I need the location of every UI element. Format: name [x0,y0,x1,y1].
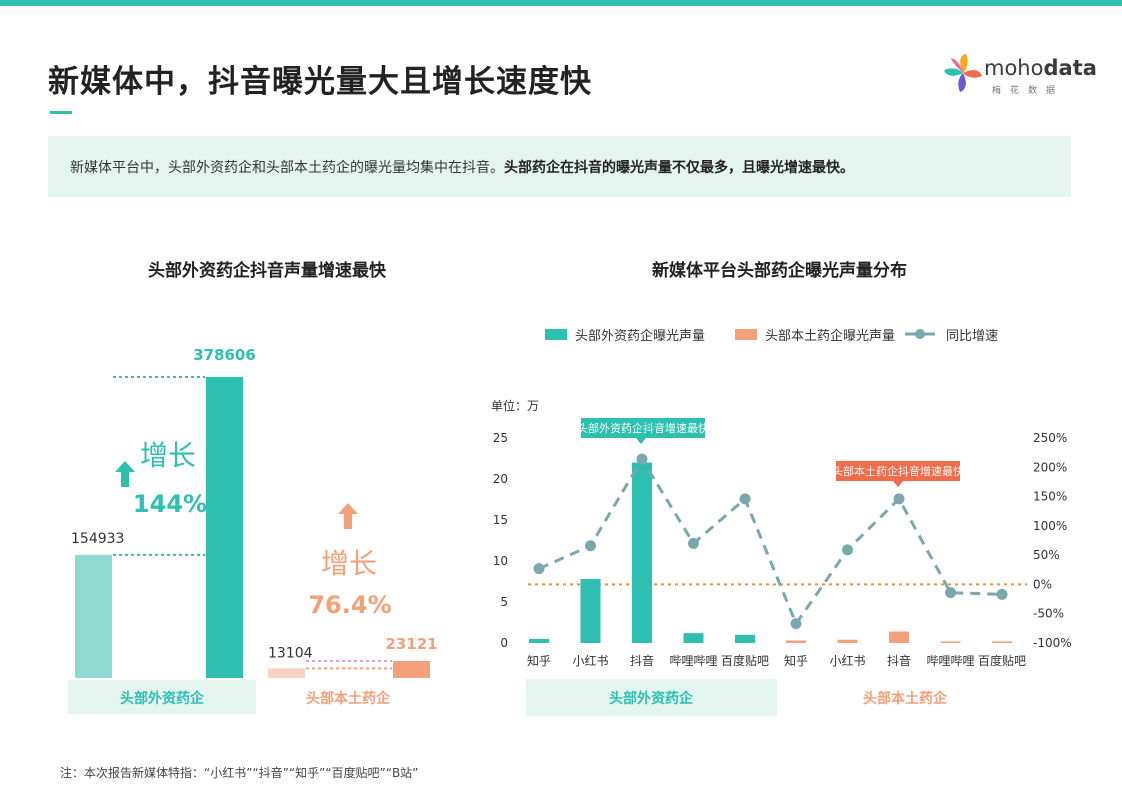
y-right-tick-label: 0% [1033,577,1052,591]
growth-point [996,588,1008,600]
legend-label-growth: 同比增速 [946,329,998,344]
bar-local-platform [786,640,806,643]
group-band-foreign [68,680,256,714]
logo-wordmark: mohodata [984,56,1097,80]
bar-foreign-after [206,377,243,678]
y-right-tick-label: 50% [1033,548,1060,562]
growth-point [842,544,853,556]
group-label-foreign-2: 头部外资药企 [609,690,694,707]
bar-local-platform [889,631,909,643]
group-band-foreign-2 [526,679,777,716]
y-right-tick-label: 150% [1033,490,1067,504]
x-tick-label: 知乎 [784,654,808,668]
group-label-local-2: 头部本土药企 [863,690,948,707]
growth-point [790,618,802,630]
top-accent-bar [0,0,1122,6]
growth-point [893,493,905,505]
page-title: 新媒体中，抖音曝光量大且增长速度快 [48,64,592,100]
legend-swatch-foreign [545,329,567,340]
value-label-local-before: 13104 [268,645,313,661]
group-label-foreign: 头部外资药企 [120,690,205,707]
chart1-title: 头部外资药企抖音声量增速最快 [148,261,386,281]
y-left-tick-label: 10 [493,554,508,568]
annotation-box-foreign [581,418,705,438]
legend-swatch-local [735,329,757,340]
growth-value-foreign: 144% [133,490,207,518]
y-left-tick-label: 0 [500,636,508,650]
x-tick-label: 小红书 [572,653,608,668]
growth-point [739,493,751,505]
x-tick-label: 百度贴吧 [978,653,1026,668]
growth-point [533,563,545,575]
annotation-local: 头部本土药企抖音增速最快 [832,464,964,478]
legend-label-foreign: 头部外资药企曝光声量 [575,328,705,344]
bar-local-platform [992,641,1012,643]
bar-local-platform [837,639,858,643]
brand-logo: mohodata 梅花数据 [942,52,1097,100]
up-arrow-foreign-icon-shaft [121,471,129,487]
y-right-tick-label: -50% [1033,607,1064,621]
annotation-box-local [836,461,960,481]
x-tick-label: 哔哩哔哩 [669,654,717,668]
y-left-tick-label: 15 [493,513,508,527]
bar-local-before [268,668,305,678]
bar-foreign-platform [580,579,601,643]
legend-marker-growth [915,329,925,339]
growth-label-local: 增长 [321,547,377,580]
bar-local-platform [940,641,961,643]
bar-foreign-platform [529,638,549,643]
logo-subtitle: 梅花数据 [992,86,1065,96]
up-arrow-foreign-icon-head [115,461,135,472]
summary-text: 新媒体平台中，头部外资药企和头部本土药企的曝光量均集中在抖音。头部药企在抖音的曝… [70,160,854,176]
y-right-tick-label: 200% [1033,460,1067,474]
up-arrow-local-icon-head [338,503,358,514]
unit-label: 单位：万 [491,398,539,413]
legend-label-local: 头部本土药企曝光声量 [765,328,895,344]
value-label-foreign-before: 154933 [71,531,124,547]
x-tick-label: 知乎 [527,654,551,668]
x-tick-label: 抖音 [887,653,911,668]
y-left-tick-label: 5 [500,595,508,609]
y-right-tick-label: 100% [1033,519,1067,533]
x-tick-label: 小红书 [829,653,865,668]
growth-point [636,453,648,465]
summary-box: 新媒体平台中，头部外资药企和头部本土药企的曝光量均集中在抖音。头部药企在抖音的曝… [48,136,1071,197]
value-label-foreign-after: 378606 [193,346,256,364]
x-tick-label: 百度贴吧 [721,653,769,668]
chart2-title: 新媒体平台头部药企曝光声量分布 [652,261,907,281]
footnote: 注：本次报告新媒体特指：“小红书”“抖音”“知乎”“百度贴吧”“B站” [60,766,419,780]
value-label-local-after: 23121 [385,635,437,653]
bar-foreign-platform [632,462,652,643]
title-underline [50,111,72,114]
bar-foreign-platform [735,634,755,643]
growth-line [538,456,1003,627]
bar-local-after [393,661,430,678]
x-tick-label: 哔哩哔哩 [926,654,974,668]
bar-foreign-before [75,554,112,678]
y-left-tick-label: 25 [493,431,508,445]
y-left-tick-label: 20 [493,472,508,486]
growth-point [945,587,956,599]
annotation-pointer-local [893,481,903,487]
annotation-foreign: 头部外资药企抖音增速最快 [577,421,709,435]
up-arrow-local-icon-shaft [344,513,352,529]
group-label-local: 头部本土药企 [306,690,391,707]
pinwheel-logo-icon [944,54,982,92]
growth-value-local: 76.4% [308,591,391,619]
bar-foreign-platform [683,633,704,643]
growth-point [688,537,699,549]
growth-label-foreign: 增长 [140,439,196,472]
annotation-pointer-foreign [636,438,646,444]
y-right-tick-label: 250% [1033,431,1067,445]
y-right-tick-label: -100% [1033,636,1072,650]
x-tick-label: 抖音 [630,653,654,668]
growth-point [585,540,596,552]
